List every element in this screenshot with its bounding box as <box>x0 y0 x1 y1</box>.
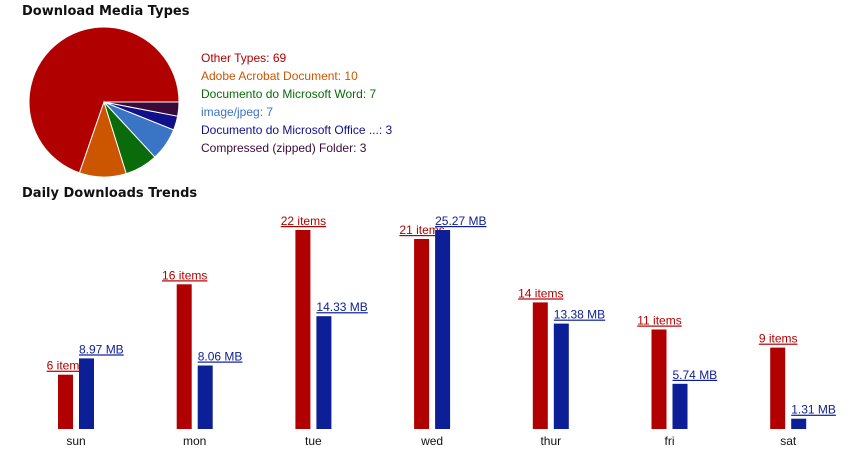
bar-size-thur[interactable] <box>553 323 569 429</box>
bar-items-thur[interactable] <box>532 302 548 429</box>
legend-entry-other-types: Other Types: 69 <box>201 51 287 65</box>
x-tick-label-sun: sun <box>66 434 85 448</box>
media-types-pie-chart <box>28 26 180 178</box>
x-tick-label-wed: wed <box>420 434 443 448</box>
bar-label-size-wed[interactable]: 25.27 MB <box>435 214 486 228</box>
pie-legend: Other Types: 69 Adobe Acrobat Document: 1… <box>201 49 392 157</box>
bar-items-mon[interactable] <box>176 284 192 429</box>
bar-items-wed[interactable] <box>414 239 430 429</box>
bar-items-fri[interactable] <box>651 329 667 430</box>
bar-label-items-sat[interactable]: 9 items <box>759 332 798 346</box>
legend-entry-documento-do-microsoft-word: Documento do Microsoft Word: 7 <box>201 87 377 101</box>
bar-chart-title: Daily Downloads Trends <box>22 186 198 201</box>
x-tick-label-thur: thur <box>540 434 561 448</box>
bar-label-items-wed[interactable]: 21 items <box>399 223 444 237</box>
bar-label-items-mon[interactable]: 16 items <box>162 268 207 282</box>
x-tick-label-tue: tue <box>305 434 322 448</box>
legend-entry-adobe-acrobat-document: Adobe Acrobat Document: 10 <box>201 69 358 83</box>
bar-items-sat[interactable] <box>770 347 786 429</box>
legend-entry-compressed-zipped-folder: Compressed (zipped) Folder: 3 <box>201 141 367 155</box>
pie-slice-compressed-zipped-folder[interactable] <box>103 101 180 117</box>
pie-slice-other-types[interactable] <box>28 26 180 174</box>
bar-label-size-thur[interactable]: 13.38 MB <box>554 308 605 322</box>
bar-label-size-sat[interactable]: 1.31 MB <box>791 403 836 417</box>
bar-items-tue[interactable] <box>295 230 311 429</box>
bar-label-size-sun[interactable]: 8.97 MB <box>79 342 124 356</box>
x-tick-label-fri: fri <box>665 434 675 448</box>
bar-size-tue[interactable] <box>316 316 332 429</box>
bar-label-items-tue[interactable]: 22 items <box>281 214 326 228</box>
bar-label-size-mon[interactable]: 8.06 MB <box>198 350 243 364</box>
pie-chart-title: Download Media Types <box>22 4 190 19</box>
legend-entry-image-jpeg: image/jpeg: 7 <box>201 105 274 119</box>
legend-entry-documento-do-microsoft-office: Documento do Microsoft Office ...: 3 <box>201 123 393 137</box>
bar-label-items-thur[interactable]: 14 items <box>518 286 563 300</box>
daily-downloads-bar-chart: 6 items 8.97 MB sun 16 items 8.06 MB mon 22 it… <box>47 214 836 448</box>
bar-size-sun[interactable] <box>79 358 94 429</box>
bar-label-size-tue[interactable]: 14.33 MB <box>316 300 367 314</box>
x-tick-label-sat: sat <box>780 434 797 448</box>
bar-label-items-fri[interactable]: 11 items <box>637 314 681 328</box>
bar-size-wed[interactable] <box>435 230 451 429</box>
bar-label-items-sun[interactable]: 6 items <box>47 359 86 373</box>
bar-label-size-fri[interactable]: 5.74 MB <box>673 368 718 382</box>
bar-size-sat[interactable] <box>791 418 807 429</box>
bar-size-mon[interactable] <box>197 365 213 430</box>
bar-size-fri[interactable] <box>672 383 688 429</box>
x-tick-label-mon: mon <box>183 434 206 448</box>
bar-items-sun[interactable] <box>58 374 73 429</box>
